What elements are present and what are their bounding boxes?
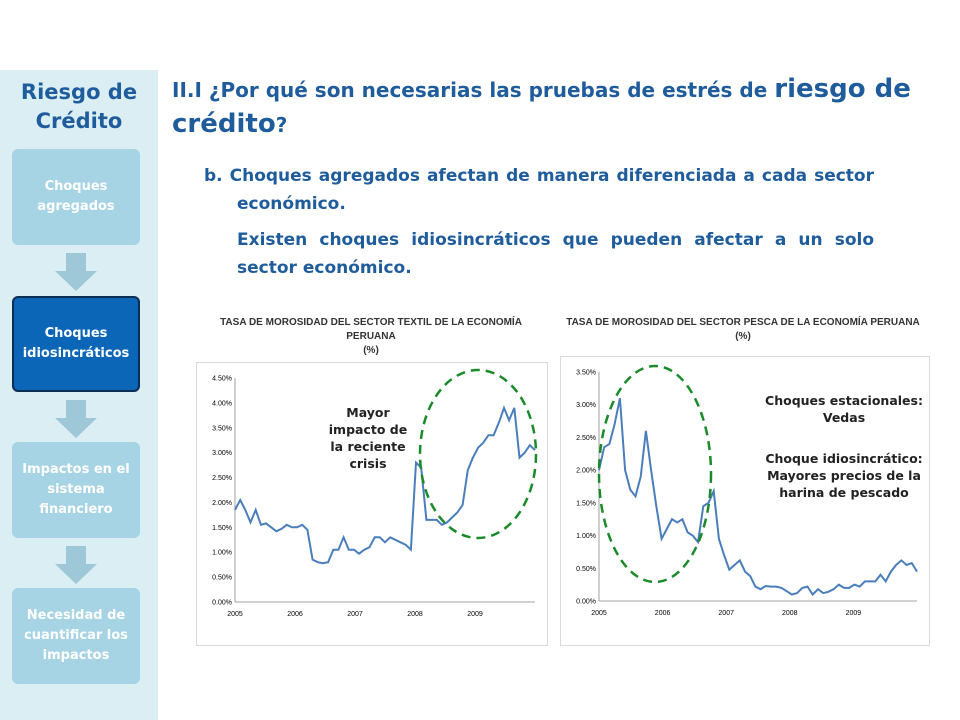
chart-pesca-annotation-vedas: Choques estacionales: Vedas — [765, 393, 923, 425]
y-tick-label: 0.00% — [576, 599, 596, 606]
paragraph-choques-agregados: b. Choques agregados afectan de manera d… — [204, 166, 874, 214]
y-tick-label: 1.50% — [576, 500, 596, 507]
down-arrow-icon — [55, 546, 97, 584]
chart-pesca-subtitle: (%) — [735, 331, 751, 342]
y-tick-label: 1.00% — [212, 550, 232, 557]
x-tick-label: 2005 — [227, 611, 243, 618]
chart-textil-subtitle: (%) — [363, 345, 379, 356]
x-tick-label: 2005 — [591, 610, 607, 617]
step-impactos-sistema-financiero[interactable]: Impactos en el sistema financiero — [12, 442, 140, 538]
chart-textil-title: TASA DE MOROSIDAD DEL SECTOR TEXTIL DE L… — [196, 316, 546, 358]
step-necesidad-cuantificar[interactable]: Necesidad de cuantificar los impactos — [12, 588, 140, 684]
chart-pesca-annotation-idiosincratico: Choque idiosincrático: Mayores precios d… — [765, 451, 923, 500]
y-tick-label: 4.00% — [212, 400, 232, 407]
x-tick-label: 2006 — [655, 610, 671, 617]
y-tick-label: 3.00% — [576, 402, 596, 409]
y-tick-label: 0.50% — [212, 575, 232, 582]
y-tick-label: 3.00% — [212, 450, 232, 457]
title-suffix: ? — [275, 113, 288, 137]
x-tick-label: 2008 — [782, 610, 798, 617]
title-emphasis: riesgo de crédito — [172, 74, 911, 139]
chart-textil-title-text: TASA DE MOROSIDAD DEL SECTOR TEXTIL DE L… — [220, 317, 522, 342]
down-arrow-icon — [55, 253, 97, 291]
step-choques-agregados[interactable]: Choques agregados — [12, 149, 140, 245]
y-tick-label: 3.50% — [576, 370, 596, 377]
title-prefix: II.I ¿Por qué son necesarias las pruebas… — [172, 78, 775, 102]
y-tick-label: 2.00% — [576, 468, 596, 475]
y-tick-label: 0.50% — [576, 566, 596, 573]
sidebar: Riesgo de Crédito Choques agregados Choq… — [0, 70, 158, 720]
chart-textil-annotation: Mayor impacto de la reciente crisis — [328, 405, 408, 471]
down-arrow-icon — [55, 400, 97, 438]
y-tick-label: 4.50% — [212, 376, 232, 383]
x-tick-label: 2006 — [287, 611, 303, 618]
x-tick-label: 2007 — [347, 611, 363, 618]
y-tick-label: 2.00% — [212, 500, 232, 507]
x-tick-label: 2009 — [467, 611, 483, 618]
sidebar-title: Riesgo de Crédito — [20, 80, 138, 133]
paragraph-choques-idiosincraticos: Existen choques idiosincráticos que pued… — [237, 230, 874, 278]
y-tick-label: 0.00% — [212, 600, 232, 607]
x-tick-label: 2007 — [718, 610, 734, 617]
x-tick-label: 2008 — [407, 611, 423, 618]
page-title: II.I ¿Por qué son necesarias las pruebas… — [172, 72, 912, 142]
y-tick-label: 1.50% — [212, 525, 232, 532]
chart-pesca-title: TASA DE MOROSIDAD DEL SECTOR PESCA DE LA… — [558, 316, 928, 344]
step-choques-idiosincraticos[interactable]: Choques idiosincráticos — [12, 296, 140, 392]
y-tick-label: 3.50% — [212, 425, 232, 432]
x-tick-label: 2009 — [846, 610, 862, 617]
chart-pesca-title-text: TASA DE MOROSIDAD DEL SECTOR PESCA DE LA… — [566, 317, 920, 328]
y-tick-label: 2.50% — [576, 435, 596, 442]
y-tick-label: 2.50% — [212, 475, 232, 482]
y-tick-label: 1.00% — [576, 533, 596, 540]
